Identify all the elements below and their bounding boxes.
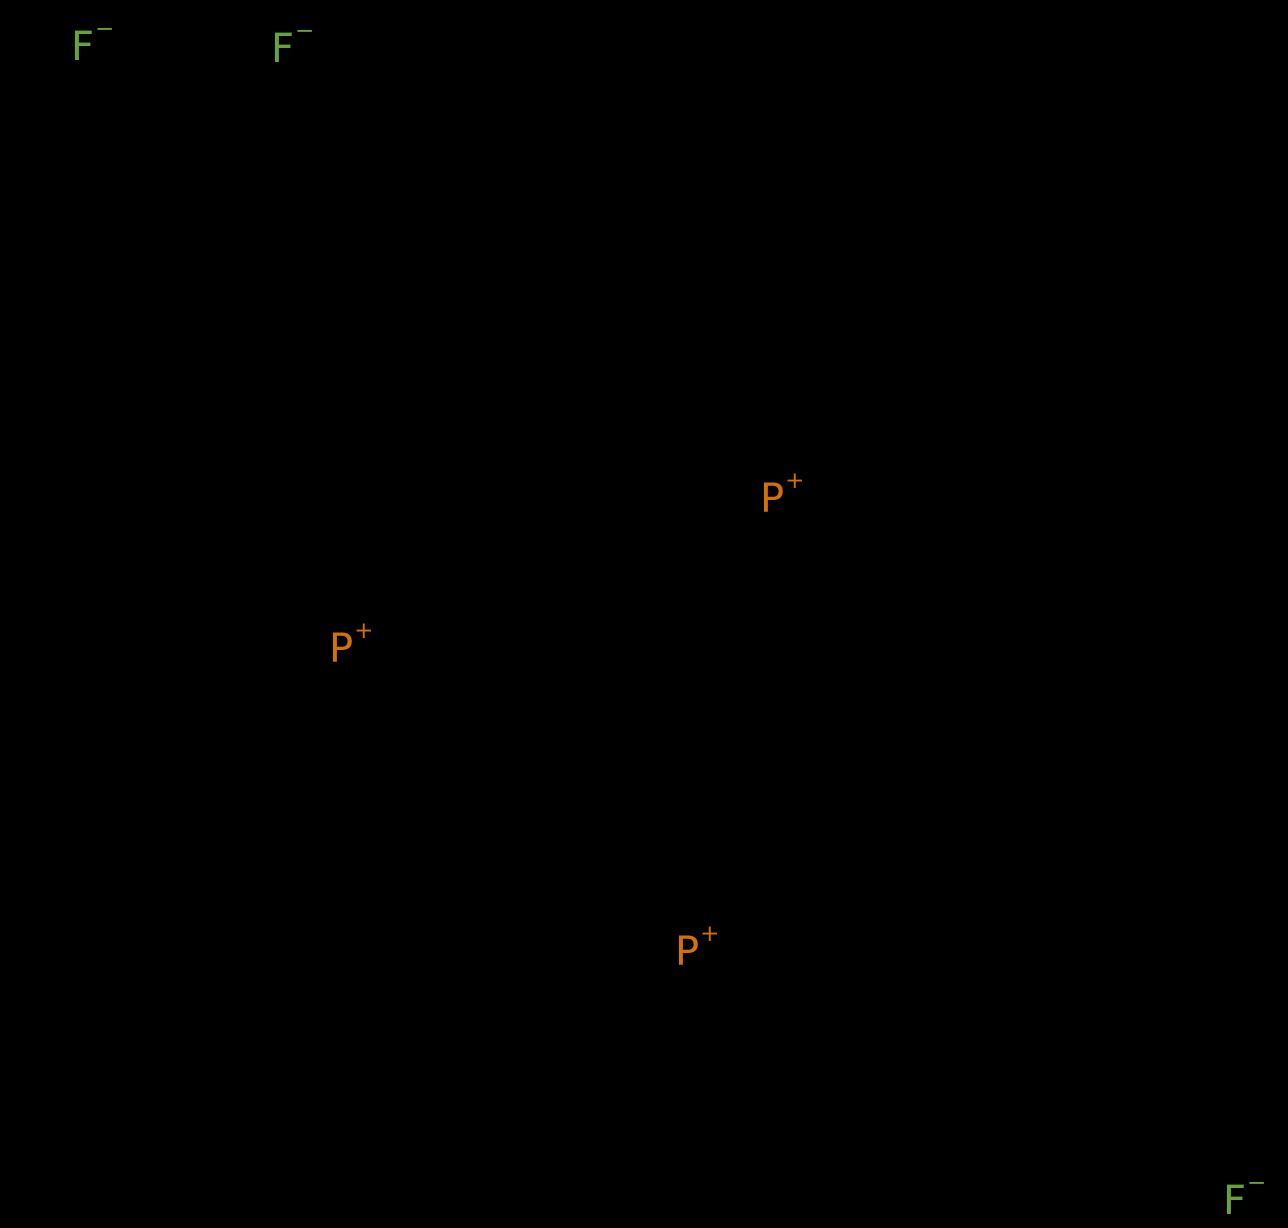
minus-charge-superscript: − — [295, 18, 315, 44]
fluoride-ion-label-1: F− — [71, 16, 115, 70]
fluoride-ion-label-2: F− — [271, 18, 315, 72]
phosphonium-ion-label-1: P+ — [760, 468, 805, 522]
fluoride-ion-label-3: F− — [1223, 1170, 1267, 1224]
minus-charge-superscript: − — [95, 16, 115, 42]
element-symbol-phosphorus: P — [760, 476, 786, 522]
plus-charge-superscript: + — [785, 468, 805, 494]
element-symbol-fluorine: F — [71, 24, 96, 70]
element-symbol-fluorine: F — [271, 26, 296, 72]
plus-charge-superscript: + — [354, 618, 374, 644]
element-symbol-phosphorus: P — [329, 626, 355, 672]
minus-charge-superscript: − — [1247, 1170, 1267, 1196]
phosphonium-ion-label-2: P+ — [329, 618, 374, 672]
phosphonium-ion-label-3: P+ — [675, 921, 720, 975]
element-symbol-fluorine: F — [1223, 1178, 1248, 1224]
plus-charge-superscript: + — [700, 921, 720, 947]
element-symbol-phosphorus: P — [675, 929, 701, 975]
